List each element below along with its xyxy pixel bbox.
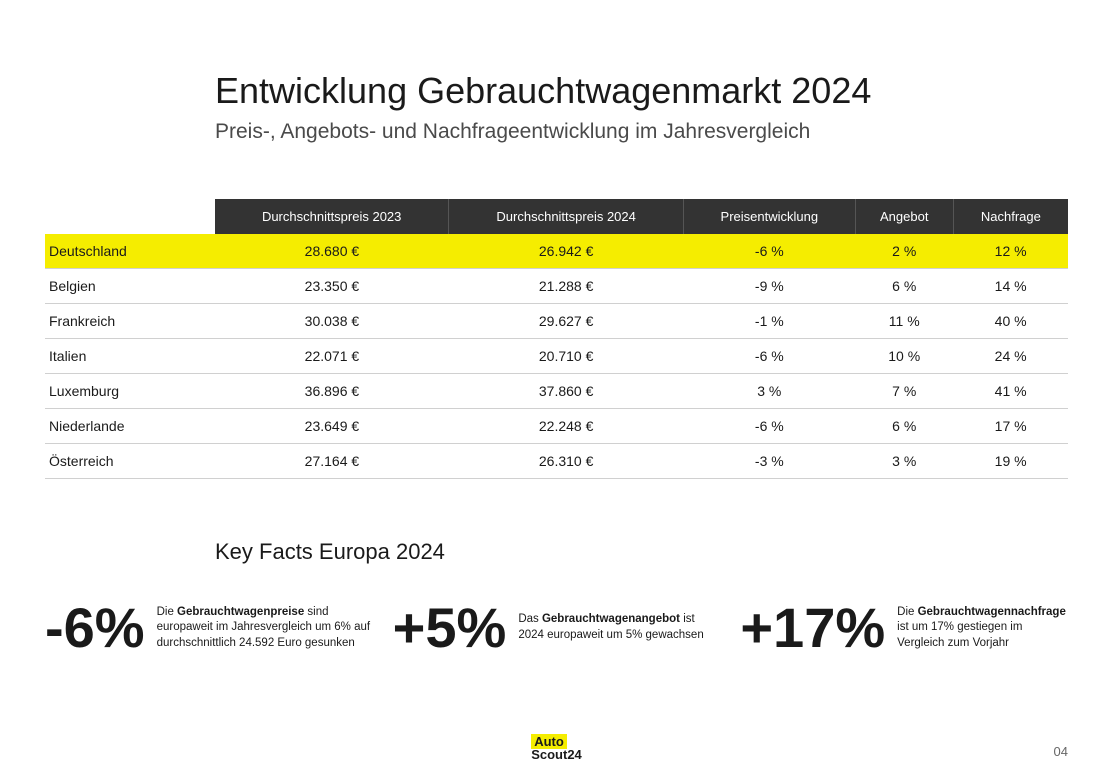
fact-text: Die Gebrauchtwagennachfrage ist um 17% g…: [897, 605, 1068, 652]
value-cell: 24 %: [953, 339, 1068, 374]
value-cell: 22.248 €: [449, 409, 684, 444]
value-cell: 22.071 €: [215, 339, 449, 374]
value-cell: -3 %: [683, 444, 855, 479]
value-cell: -6 %: [683, 234, 855, 269]
value-cell: 40 %: [953, 304, 1068, 339]
table-row: Luxemburg36.896 €37.860 €3 %7 %41 %: [45, 374, 1068, 409]
value-cell: 11 %: [855, 304, 953, 339]
value-cell: 14 %: [953, 269, 1068, 304]
table-header-cell: Nachfrage: [953, 199, 1068, 234]
value-cell: 6 %: [855, 409, 953, 444]
country-cell: Belgien: [45, 269, 215, 304]
country-cell: Frankreich: [45, 304, 215, 339]
value-cell: 3 %: [683, 374, 855, 409]
value-cell: -9 %: [683, 269, 855, 304]
table-header-cell: Preisentwicklung: [683, 199, 855, 234]
value-cell: 10 %: [855, 339, 953, 374]
country-cell: Luxemburg: [45, 374, 215, 409]
value-cell: 20.710 €: [449, 339, 684, 374]
value-cell: 36.896 €: [215, 374, 449, 409]
logo-bottom: Scout24: [531, 748, 582, 761]
page-title: Entwicklung Gebrauchtwagenmarkt 2024: [45, 70, 1068, 112]
value-cell: 29.627 €: [449, 304, 684, 339]
table-header-cell: Durchschnittspreis 2023: [215, 199, 449, 234]
fact-number: +5%: [393, 600, 507, 656]
value-cell: 26.310 €: [449, 444, 684, 479]
country-cell: Österreich: [45, 444, 215, 479]
value-cell: 6 %: [855, 269, 953, 304]
value-cell: 23.649 €: [215, 409, 449, 444]
value-cell: -6 %: [683, 339, 855, 374]
value-cell: 28.680 €: [215, 234, 449, 269]
table-row: Belgien23.350 €21.288 €-9 %6 %14 %: [45, 269, 1068, 304]
key-fact: +17% Die Gebrauchtwagennachfrage ist um 1…: [740, 600, 1068, 656]
table-row: Deutschland28.680 €26.942 €-6 %2 %12 %: [45, 234, 1068, 269]
table-header-cell: Angebot: [855, 199, 953, 234]
country-cell: Deutschland: [45, 234, 215, 269]
value-cell: 7 %: [855, 374, 953, 409]
value-cell: 23.350 €: [215, 269, 449, 304]
fact-text: Die Gebrauchtwagenpreise sind europaweit…: [157, 605, 373, 652]
value-cell: 26.942 €: [449, 234, 684, 269]
country-cell: Niederlande: [45, 409, 215, 444]
key-fact: +5% Das Gebrauchtwagenangebot ist 2024 eu…: [393, 600, 721, 656]
fact-number: +17%: [740, 600, 885, 656]
value-cell: 3 %: [855, 444, 953, 479]
table-row: Österreich27.164 €26.310 €-3 %3 %19 %: [45, 444, 1068, 479]
value-cell: 2 %: [855, 234, 953, 269]
value-cell: 30.038 €: [215, 304, 449, 339]
fact-number: -6%: [45, 600, 145, 656]
table-header-cell: Durchschnittspreis 2024: [449, 199, 684, 234]
value-cell: -1 %: [683, 304, 855, 339]
value-cell: 41 %: [953, 374, 1068, 409]
value-cell: 37.860 €: [449, 374, 684, 409]
table-row: Frankreich30.038 €29.627 €-1 %11 %40 %: [45, 304, 1068, 339]
value-cell: 19 %: [953, 444, 1068, 479]
value-cell: -6 %: [683, 409, 855, 444]
table-row: Italien22.071 €20.710 €-6 %10 %24 %: [45, 339, 1068, 374]
value-cell: 12 %: [953, 234, 1068, 269]
value-cell: 21.288 €: [449, 269, 684, 304]
page-number: 04: [1054, 744, 1068, 759]
market-table: Durchschnittspreis 2023Durchschnittsprei…: [45, 199, 1068, 479]
fact-text: Das Gebrauchtwagenangebot ist 2024 europ…: [518, 612, 720, 643]
key-fact: -6% Die Gebrauchtwagenpreise sind europaw…: [45, 600, 373, 656]
autoscout-logo: Auto Scout24: [531, 734, 582, 761]
value-cell: 27.164 €: [215, 444, 449, 479]
value-cell: 17 %: [953, 409, 1068, 444]
key-facts-title: Key Facts Europa 2024: [45, 539, 1068, 565]
country-cell: Italien: [45, 339, 215, 374]
table-row: Niederlande23.649 €22.248 €-6 %6 %17 %: [45, 409, 1068, 444]
page-subtitle: Preis-, Angebots- und Nachfrageentwicklu…: [45, 120, 1068, 144]
key-facts-row: -6% Die Gebrauchtwagenpreise sind europaw…: [45, 600, 1068, 656]
